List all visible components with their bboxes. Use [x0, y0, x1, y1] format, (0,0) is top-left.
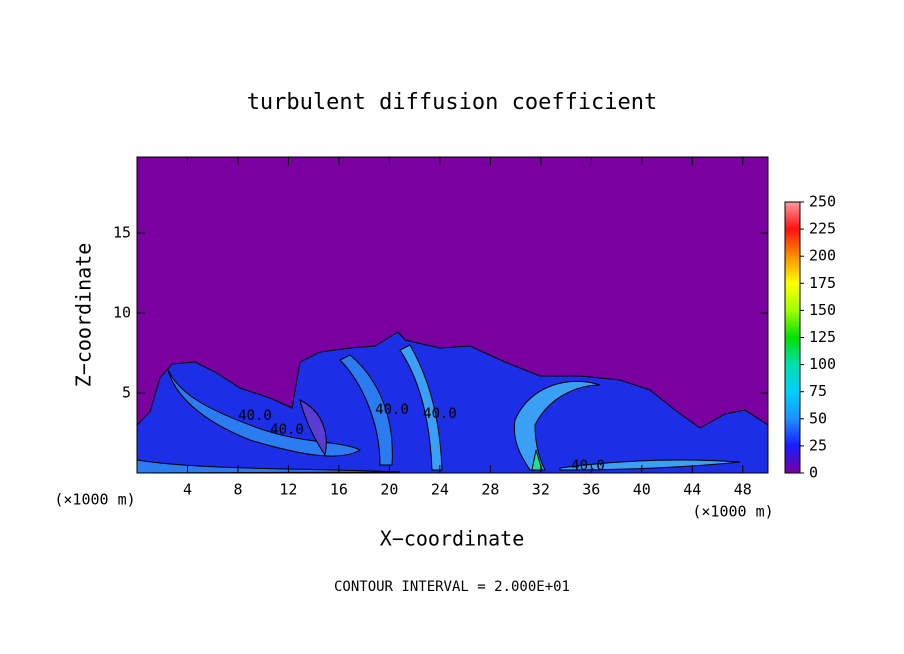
x-tick-label: 12 — [279, 481, 297, 499]
x-tick-label: 48 — [734, 481, 752, 499]
colorbar-tick-label: 0 — [809, 464, 818, 482]
contour-label: 40.0 — [238, 408, 272, 424]
streak — [137, 459, 401, 473]
streak — [399, 344, 443, 471]
x-tick-label: 28 — [481, 481, 499, 499]
chart-title: turbulent diffusion coefficient — [247, 90, 658, 115]
x-tick-label: 36 — [582, 481, 600, 499]
contour-label: 40.0 — [270, 422, 304, 438]
colorbar-tick-label: 75 — [809, 382, 827, 400]
y-tick-label: 10 — [113, 304, 131, 322]
colorbar-tick-label: 225 — [809, 220, 836, 238]
colorbar-tick-label: 125 — [809, 328, 836, 346]
x-axis-label: X−coordinate — [380, 527, 525, 551]
streak — [299, 399, 327, 457]
x-tick-label: 16 — [330, 481, 348, 499]
plot-frame — [136, 156, 769, 474]
x-tick-label: 32 — [532, 481, 550, 499]
streak — [167, 369, 362, 457]
colorbar-tick-label: 250 — [809, 193, 836, 211]
x-tick-label: 40 — [633, 481, 651, 499]
colorbar-tick-label: 50 — [809, 409, 827, 427]
colorbar-tick-label: 25 — [809, 436, 827, 454]
y-tick-label: 5 — [122, 384, 131, 402]
colorbar-tick-label: 200 — [809, 247, 836, 265]
colorbar-tick-label: 150 — [809, 301, 836, 319]
field — [137, 331, 768, 473]
colorbar-tick-label: 100 — [809, 355, 836, 373]
x-unit: (×1000 m) — [692, 503, 773, 521]
streak — [513, 380, 601, 471]
streak — [559, 459, 741, 471]
x-tick-label: 8 — [233, 481, 242, 499]
contour-label: 40.0 — [571, 458, 605, 474]
y-tick-label: 15 — [113, 224, 131, 242]
contour-label: 40.0 — [375, 402, 409, 418]
x-tick-label: 20 — [380, 481, 398, 499]
streak — [531, 449, 543, 471]
colorbar-tick-label: 175 — [809, 274, 836, 292]
x-tick-label: 44 — [683, 481, 701, 499]
footnote: CONTOUR INTERVAL = 2.000E+01 — [334, 579, 570, 595]
y-axis-label: Z−coordinate — [72, 243, 96, 388]
contour-label: 40.0 — [423, 406, 457, 422]
x-tick-label: 4 — [183, 481, 192, 499]
x-tick-label: 24 — [431, 481, 449, 499]
streak — [339, 354, 393, 466]
y-unit: (×1000 m) — [54, 491, 135, 509]
colorbar — [784, 201, 801, 474]
